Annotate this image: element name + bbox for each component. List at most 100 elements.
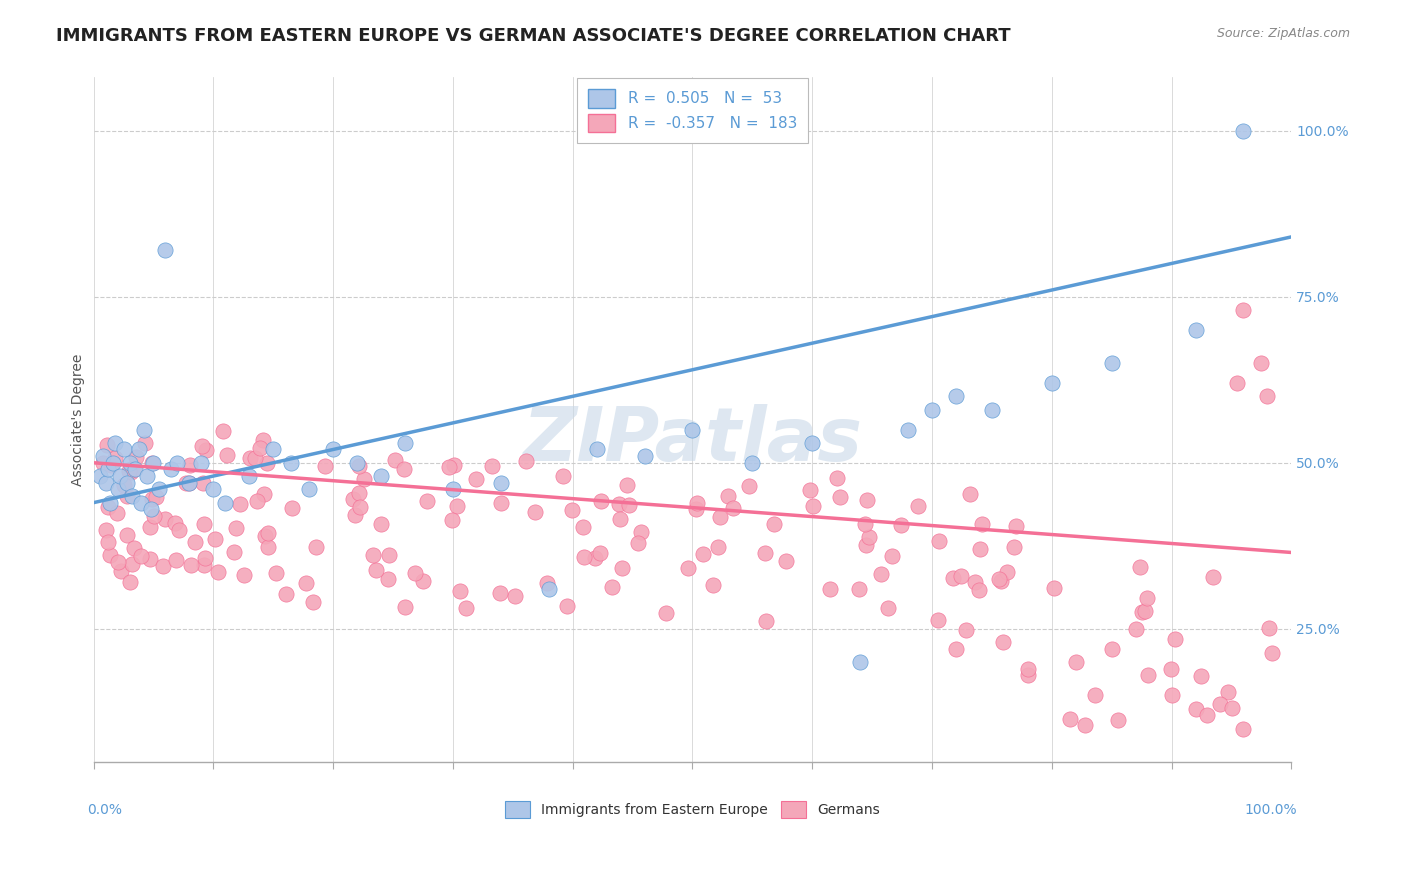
Point	[194, 551, 217, 566]
Point	[882, 549, 904, 563]
Point	[655, 606, 678, 620]
Point	[1218, 684, 1240, 698]
Point	[755, 614, 778, 628]
Point	[921, 402, 943, 417]
Point	[160, 462, 183, 476]
Point	[561, 502, 583, 516]
Point	[115, 489, 138, 503]
Point	[131, 549, 153, 563]
Point	[97, 462, 120, 476]
Point	[1257, 621, 1279, 635]
Point	[121, 489, 143, 503]
Point	[190, 456, 212, 470]
Point	[179, 475, 201, 490]
Point	[246, 494, 269, 508]
Point	[454, 601, 477, 615]
Point	[346, 456, 368, 470]
Point	[988, 572, 1011, 586]
Point	[928, 534, 950, 549]
Point	[342, 491, 364, 506]
Point	[799, 483, 821, 497]
Point	[856, 492, 879, 507]
Point	[1136, 591, 1159, 606]
Point	[945, 641, 967, 656]
Point	[583, 550, 606, 565]
Point	[239, 451, 262, 466]
Point	[955, 623, 977, 637]
Point	[1202, 569, 1225, 583]
Point	[107, 483, 129, 497]
Point	[115, 475, 138, 490]
Point	[523, 505, 546, 519]
Point	[972, 517, 994, 532]
Point	[139, 502, 162, 516]
Point	[1160, 662, 1182, 676]
Point	[214, 495, 236, 509]
Point	[990, 574, 1012, 588]
Point	[174, 475, 197, 490]
Point	[1220, 700, 1243, 714]
Point	[1101, 641, 1123, 656]
Point	[141, 456, 163, 470]
Point	[104, 435, 127, 450]
Point	[349, 486, 371, 500]
Point	[98, 495, 121, 509]
Point	[148, 483, 170, 497]
Point	[249, 442, 271, 456]
Text: Source: ZipAtlas.com: Source: ZipAtlas.com	[1216, 27, 1350, 40]
Point	[253, 529, 276, 543]
Point	[775, 554, 797, 568]
Point	[489, 586, 512, 600]
Point	[180, 558, 202, 572]
Point	[377, 572, 399, 586]
Y-axis label: Associate's Degree: Associate's Degree	[72, 353, 86, 486]
Point	[105, 506, 128, 520]
Point	[122, 541, 145, 556]
Point	[394, 600, 416, 615]
Point	[1064, 655, 1087, 669]
Point	[489, 496, 512, 510]
Point	[1059, 712, 1081, 726]
Point	[633, 449, 655, 463]
Point	[112, 477, 135, 491]
Point	[225, 521, 247, 535]
Point	[617, 498, 640, 512]
Point	[1232, 123, 1254, 137]
Point	[253, 486, 276, 500]
Point	[167, 523, 190, 537]
Text: 100.0%: 100.0%	[1244, 803, 1298, 817]
Point	[276, 587, 298, 601]
Point	[110, 564, 132, 578]
Point	[630, 524, 652, 539]
Point	[825, 470, 848, 484]
Point	[853, 516, 876, 531]
Point	[465, 472, 488, 486]
Point	[1164, 632, 1187, 647]
Point	[1040, 376, 1063, 390]
Point	[627, 536, 650, 550]
Point	[165, 553, 187, 567]
Point	[1261, 646, 1284, 660]
Point	[1232, 722, 1254, 736]
Point	[897, 423, 920, 437]
Point	[139, 520, 162, 534]
Point	[153, 512, 176, 526]
Point	[370, 469, 392, 483]
Point	[1125, 622, 1147, 636]
Point	[120, 466, 142, 480]
Point	[849, 655, 872, 669]
Point	[264, 566, 287, 580]
Point	[950, 568, 973, 582]
Point	[314, 458, 336, 473]
Point	[142, 508, 165, 523]
Point	[858, 531, 880, 545]
Point	[141, 492, 163, 507]
Point	[969, 541, 991, 556]
Point	[145, 490, 167, 504]
Point	[121, 558, 143, 572]
Point	[991, 634, 1014, 648]
Point	[907, 500, 929, 514]
Point	[179, 458, 201, 473]
Point	[1043, 581, 1066, 595]
Point	[589, 494, 612, 508]
